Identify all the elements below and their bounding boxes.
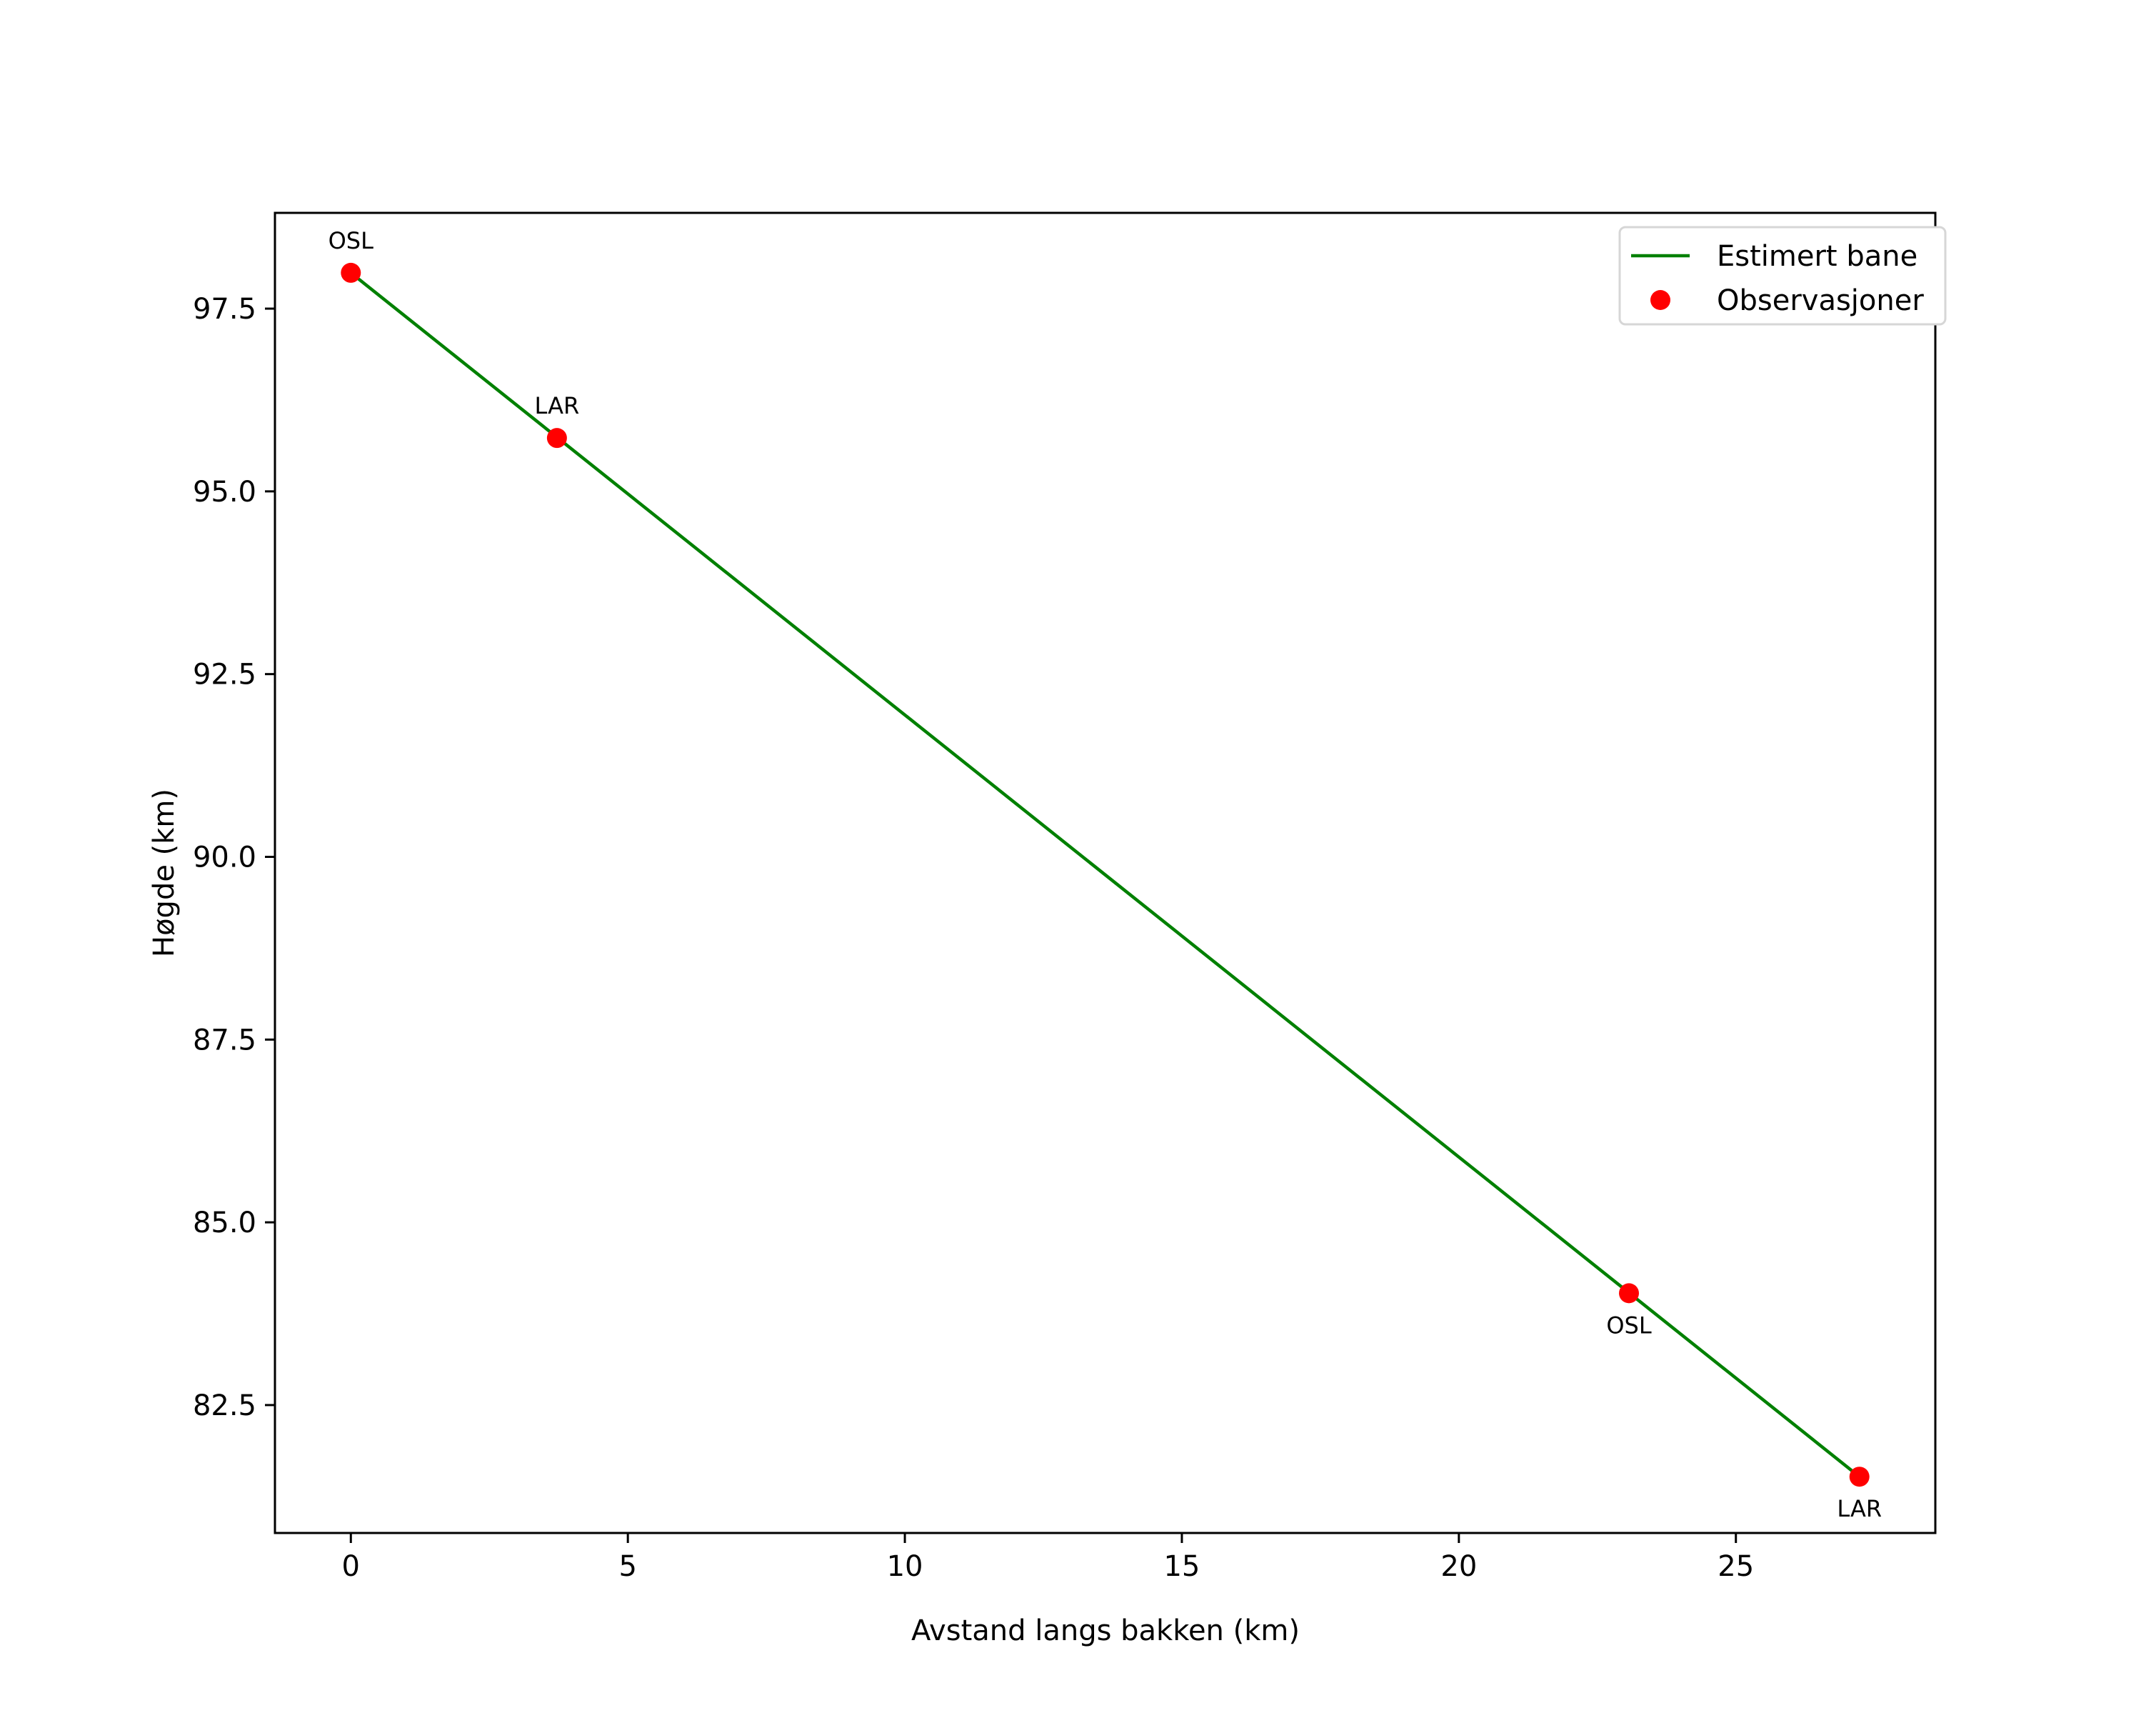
x-tick-label: 25 [1718, 1550, 1754, 1583]
x-tick-label: 0 [342, 1550, 360, 1583]
plot-area: OSL LAR OSL LAR [274, 211, 1937, 1534]
y-tick-label: 82.5 [193, 1389, 256, 1422]
x-axis-label: Avstand langs bakken (km) [911, 1614, 1300, 1647]
x-tick-label: 10 [887, 1550, 923, 1583]
axes-frame [274, 211, 1937, 1534]
y-axis: 82.5 85.0 87.5 90.0 92.5 95.0 97.5 [193, 293, 275, 1422]
y-tick-label: 97.5 [193, 293, 256, 326]
observation-point [1849, 1467, 1870, 1487]
legend-label: Observasjoner [1717, 284, 1924, 317]
legend-label: Estimert bane [1717, 240, 1917, 273]
observation-point [546, 428, 567, 449]
legend-box [1618, 226, 1947, 326]
station-label: OSL [329, 227, 374, 254]
trajectory-line [349, 271, 1861, 1478]
legend: Estimert bane Observasjoner [1618, 226, 1947, 326]
y-tick-label: 95.0 [193, 476, 256, 509]
x-tick-label: 5 [618, 1550, 636, 1583]
observation-point [1618, 1283, 1639, 1304]
legend-dot-icon [1650, 290, 1670, 310]
station-label: LAR [1837, 1495, 1882, 1522]
observation-point [341, 262, 361, 283]
x-axis: 0 5 10 15 20 25 [342, 1533, 1754, 1583]
x-tick-label: 20 [1440, 1550, 1477, 1583]
y-tick-label: 90.0 [193, 841, 256, 874]
y-tick-label: 85.0 [193, 1207, 256, 1239]
y-tick-label: 87.5 [193, 1024, 256, 1057]
station-label: OSL [1606, 1312, 1652, 1339]
y-tick-label: 92.5 [193, 659, 256, 691]
x-tick-label: 15 [1163, 1550, 1200, 1583]
y-axis-label: Høgde (km) [148, 789, 181, 957]
station-label: LAR [535, 392, 580, 419]
